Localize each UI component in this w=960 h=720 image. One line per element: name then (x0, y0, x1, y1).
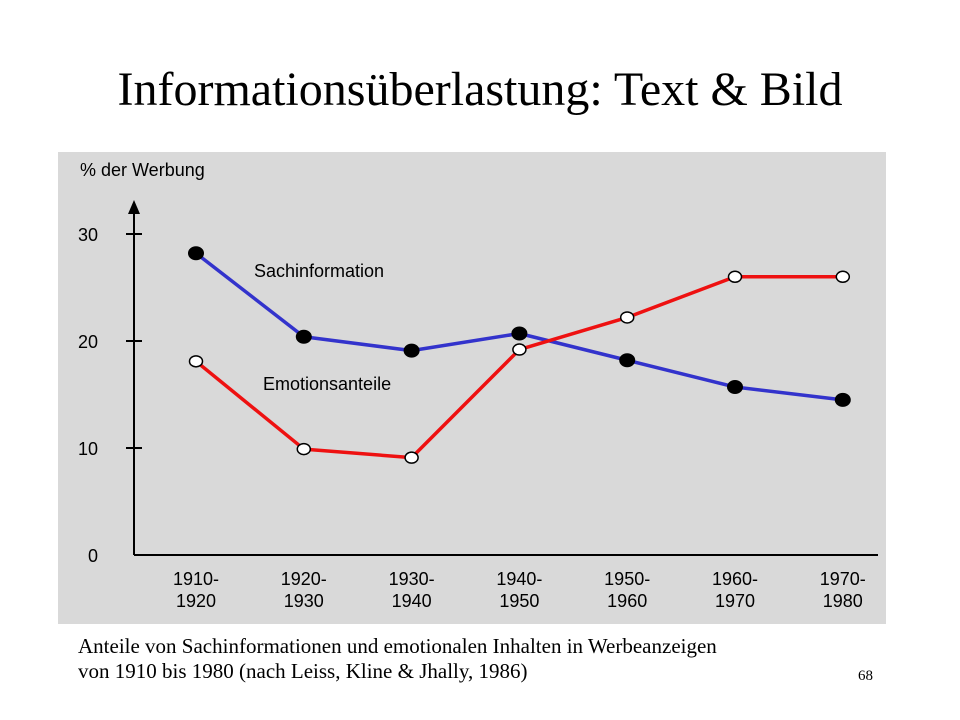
x-tick-label: 1910- (173, 569, 219, 589)
data-point (404, 451, 419, 464)
y-tick-label: 10 (78, 439, 98, 459)
data-point (188, 355, 204, 368)
data-point (619, 311, 635, 324)
x-tick-label: 1930 (284, 591, 324, 611)
x-tick-label: 1970 (715, 591, 755, 611)
x-tick-label: 1940 (392, 591, 432, 611)
x-tick-label: 1960- (712, 569, 758, 589)
series-line-emotionsanteile (194, 275, 843, 460)
data-point (727, 270, 743, 284)
x-tick-label: 1970- (820, 569, 866, 589)
data-point (727, 380, 743, 395)
series-label-sachinformation: Sachinformation (254, 261, 384, 281)
data-point (619, 353, 636, 368)
data-point (295, 329, 312, 344)
x-tick-label: 1930- (389, 569, 435, 589)
data-point (403, 343, 420, 358)
data-point (835, 270, 851, 284)
x-tick-label: 1950 (499, 591, 539, 611)
x-tick-label: 1960 (607, 591, 647, 611)
data-point (511, 326, 528, 341)
line-chart: % der Werbung 0 10 20 30 1910-1920 1920-1930 19… (78, 160, 878, 611)
y-axis-label: % der Werbung (80, 160, 205, 180)
figure-caption: Anteile von Sachinformationen und emotio… (78, 634, 918, 684)
page-number: 68 (858, 668, 873, 684)
y-tick-label: 0 (88, 546, 98, 566)
y-axis-arrow (128, 200, 140, 214)
x-tick-label: 1920 (176, 591, 216, 611)
y-tick-label: 20 (78, 332, 98, 352)
x-tick-label: 1940- (496, 569, 542, 589)
x-tick-label: 1980 (823, 591, 863, 611)
caption-line-1: Anteile von Sachinformationen und emotio… (78, 634, 717, 658)
y-tick-label: 30 (78, 225, 98, 245)
data-point (296, 442, 312, 456)
data-point (188, 246, 204, 261)
data-point (512, 343, 527, 356)
chart-panel: % der Werbung 0 10 20 30 1910- 1920 1920- 1930 19… (58, 152, 886, 624)
slide-title: Informationsüberlastung: Text & Bild (117, 63, 843, 116)
x-tick-label: 1950- (604, 569, 650, 589)
x-tick-label: 1920- (281, 569, 327, 589)
data-point (834, 392, 851, 407)
series-label-emotionsanteile: Emotionsanteile (263, 374, 391, 394)
caption-line-2: von 1910 bis 1980 (nach Leiss, Kline & J… (78, 659, 528, 683)
